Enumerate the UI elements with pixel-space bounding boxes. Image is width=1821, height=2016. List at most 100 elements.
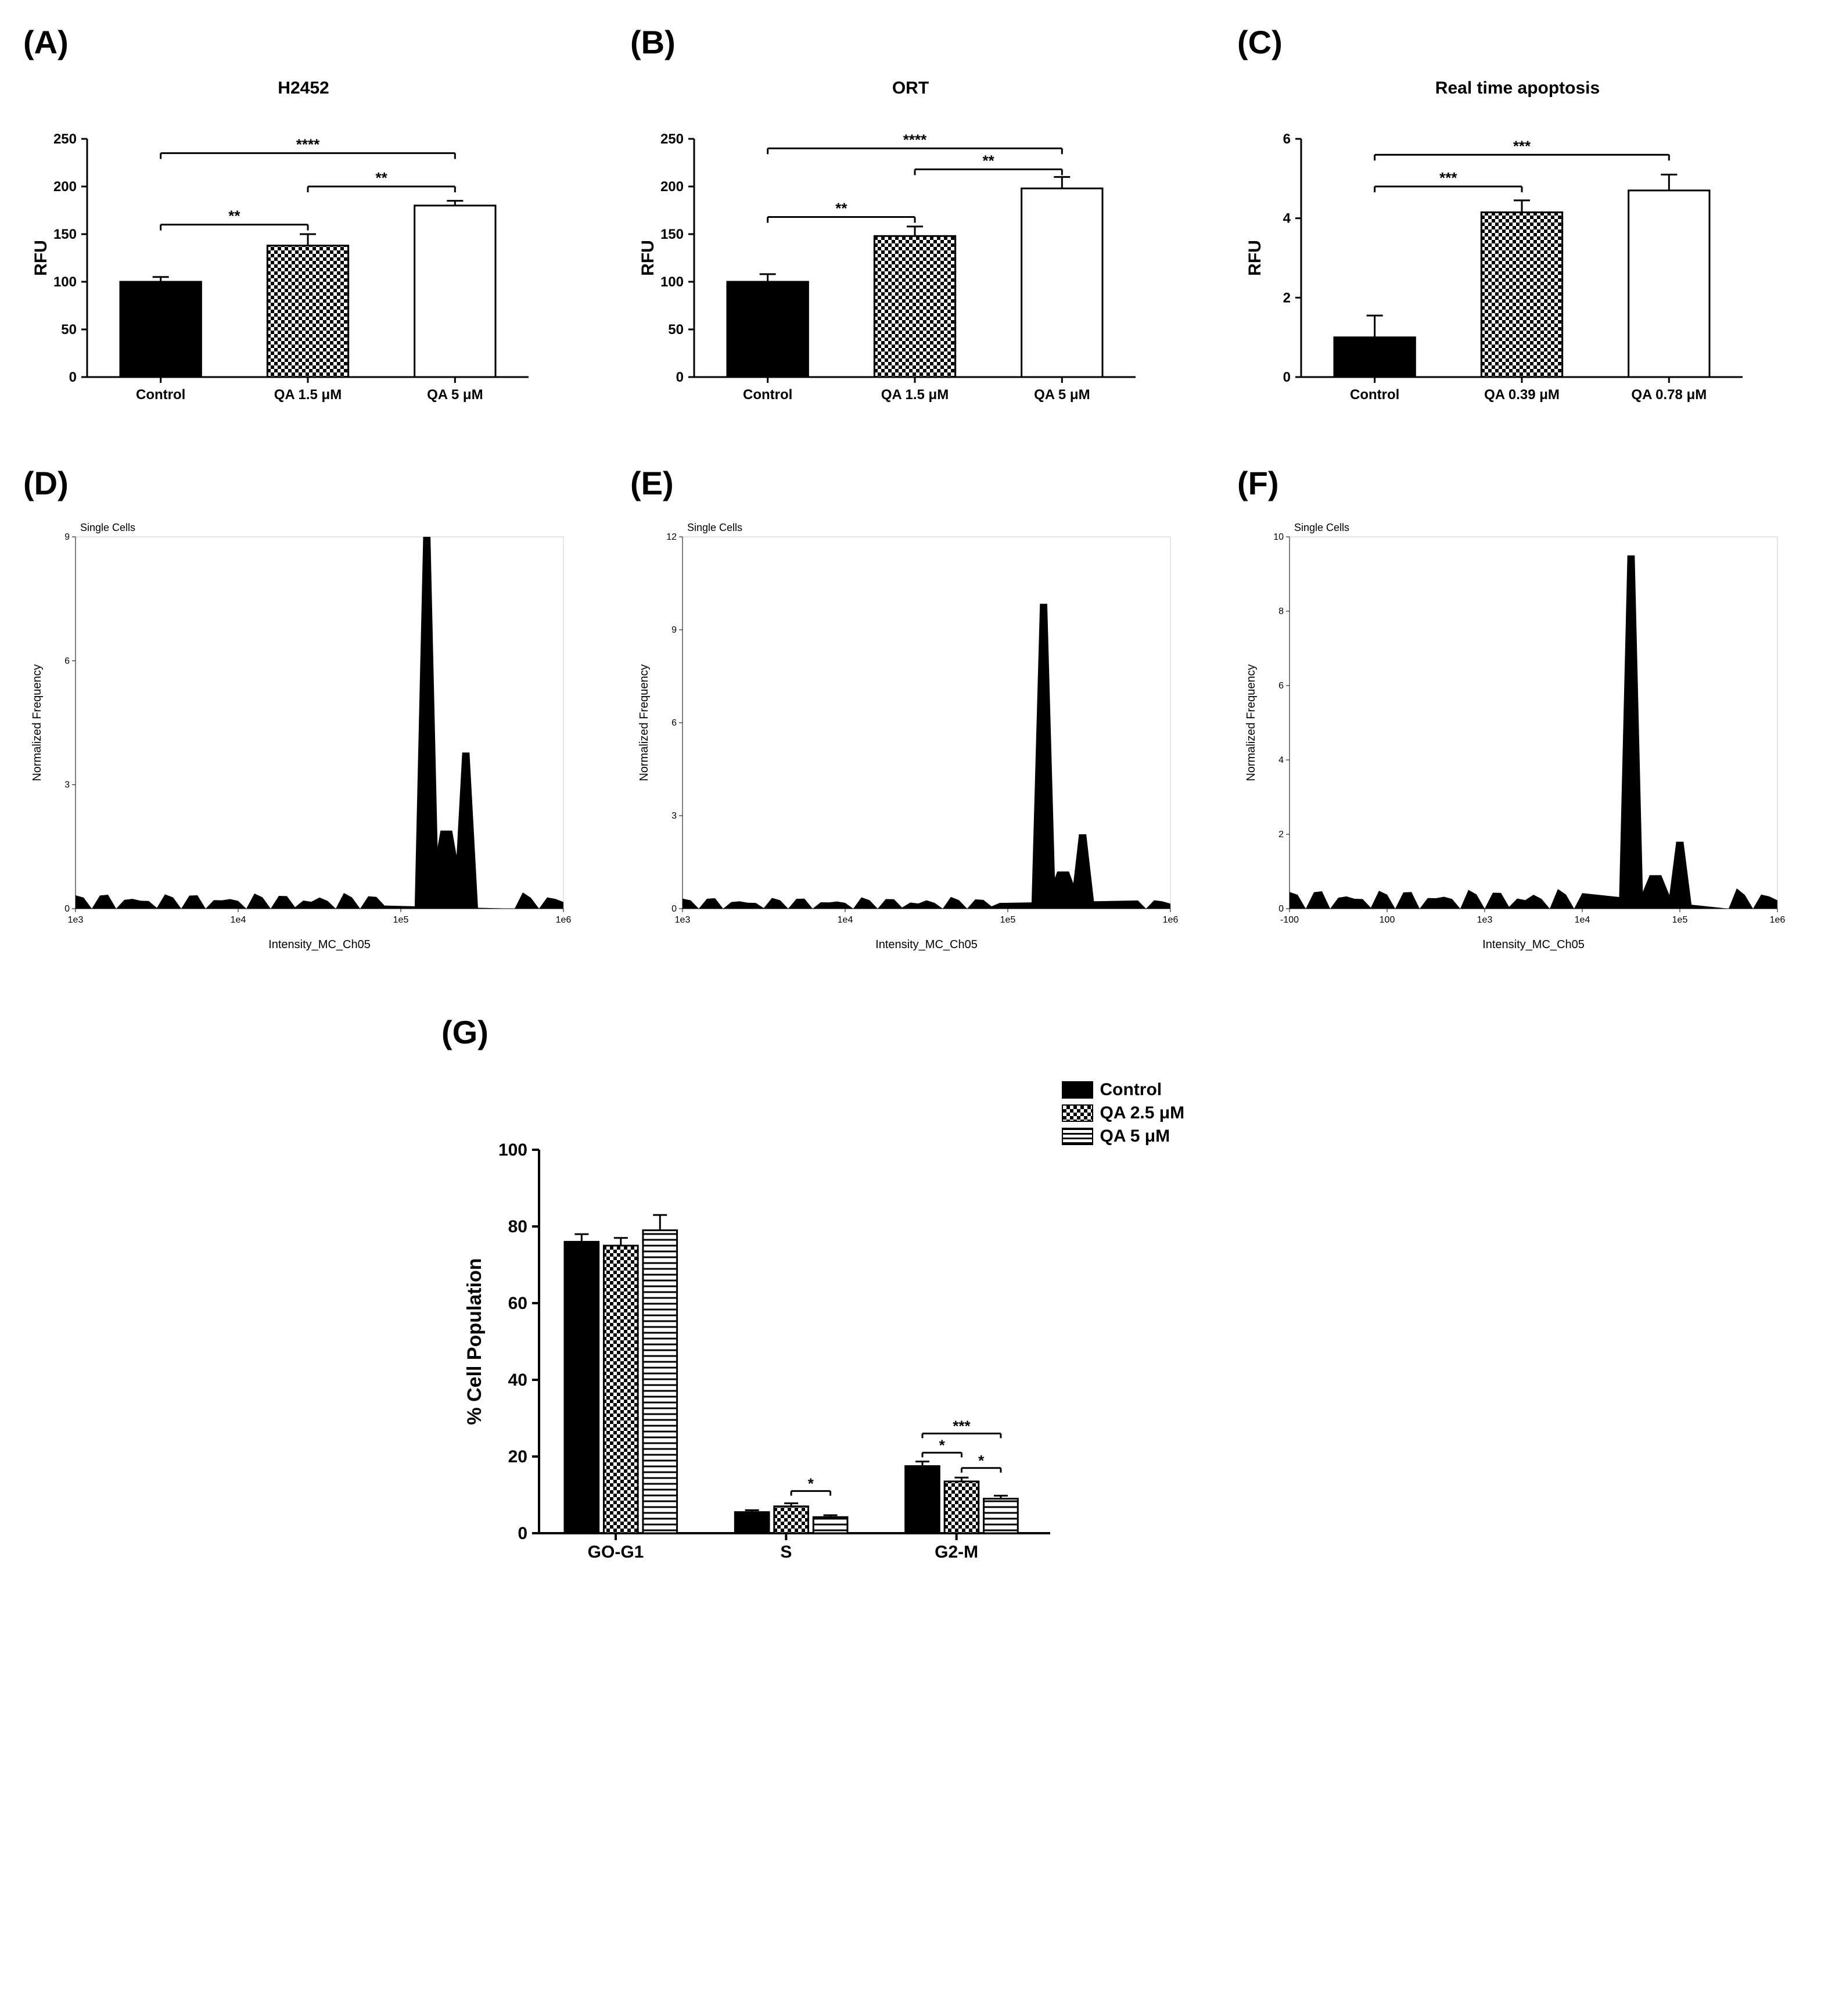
legend-qa5: QA 5 μM [1062, 1127, 1185, 1146]
panel-b-title: ORT [630, 78, 1191, 98]
svg-text:***: *** [1439, 169, 1457, 186]
legend-label-qa5: QA 5 μM [1100, 1127, 1170, 1146]
svg-text:0: 0 [1283, 370, 1291, 385]
svg-text:RFU: RFU [31, 240, 51, 276]
svg-text:*: * [807, 1475, 814, 1492]
panel-b-chart: 050100150200250RFUControlQA 1.5 μMQA 5 μ… [630, 104, 1153, 429]
svg-text:-100: -100 [1280, 915, 1299, 925]
svg-text:Intensity_MC_Ch05: Intensity_MC_Ch05 [1482, 938, 1585, 951]
svg-text:2: 2 [1283, 290, 1291, 306]
svg-text:6: 6 [1283, 131, 1291, 147]
svg-text:1e6: 1e6 [1163, 915, 1179, 925]
panel-a-label: (A) [23, 23, 584, 61]
svg-text:1e3: 1e3 [675, 915, 691, 925]
svg-text:6: 6 [1278, 681, 1284, 691]
svg-text:**: ** [835, 199, 847, 217]
svg-text:80: 80 [508, 1217, 527, 1236]
svg-text:GO-G1: GO-G1 [587, 1543, 644, 1562]
svg-text:**: ** [376, 169, 388, 186]
svg-text:Control: Control [136, 387, 185, 403]
svg-text:250: 250 [660, 131, 684, 147]
legend-qa25: QA 2.5 μM [1062, 1103, 1185, 1123]
panel-c-label: (C) [1237, 23, 1798, 61]
panel-e-hist: Single Cells0369121e31e41e51e6Intensity_… [630, 514, 1188, 955]
svg-text:RFU: RFU [1245, 240, 1265, 276]
svg-text:1e6: 1e6 [1770, 915, 1786, 925]
svg-text:60: 60 [508, 1294, 527, 1313]
svg-text:0: 0 [518, 1524, 527, 1543]
svg-text:2: 2 [1278, 830, 1284, 840]
svg-text:4: 4 [1278, 755, 1284, 765]
panel-f-hist: Single Cells0246810-1001001e31e41e51e6In… [1237, 514, 1795, 955]
svg-text:8: 8 [1278, 607, 1284, 616]
svg-text:10: 10 [1273, 532, 1284, 542]
panel-g-legend: Control QA 2.5 μM QA 5 μM [1062, 1080, 1185, 1150]
svg-text:Intensity_MC_Ch05: Intensity_MC_Ch05 [268, 938, 371, 951]
svg-text:0: 0 [69, 370, 77, 385]
svg-text:12: 12 [666, 532, 677, 542]
svg-text:Intensity_MC_Ch05: Intensity_MC_Ch05 [875, 938, 978, 951]
svg-text:20: 20 [508, 1447, 527, 1466]
legend-swatch-qa25 [1062, 1104, 1093, 1122]
svg-text:Single Cells: Single Cells [80, 522, 135, 533]
svg-text:50: 50 [61, 322, 77, 338]
svg-text:G2-M: G2-M [935, 1543, 978, 1562]
svg-text:150: 150 [660, 227, 684, 242]
panel-d-hist: Single Cells03691e31e41e51e6Intensity_MC… [23, 514, 581, 955]
svg-text:*: * [978, 1452, 985, 1469]
svg-text:1e5: 1e5 [1000, 915, 1016, 925]
panel-c: (C) Real time apoptosis 0246RFUControlQA… [1237, 23, 1798, 429]
panel-d-label: (D) [23, 464, 584, 502]
svg-text:% Cell Population: % Cell Population [464, 1258, 486, 1425]
svg-text:6: 6 [671, 718, 677, 728]
svg-text:QA 0.39 μM: QA 0.39 μM [1484, 387, 1560, 403]
svg-text:100: 100 [1380, 915, 1395, 925]
svg-text:Normalized Frequency: Normalized Frequency [638, 664, 651, 781]
svg-text:****: **** [903, 131, 927, 148]
legend-label-qa25: QA 2.5 μM [1100, 1103, 1185, 1123]
legend-swatch-control [1062, 1081, 1093, 1099]
svg-text:Single Cells: Single Cells [1294, 522, 1349, 533]
svg-text:1e4: 1e4 [838, 915, 853, 925]
panel-f: (F) Single Cells0246810-1001001e31e41e51… [1237, 464, 1798, 955]
svg-text:***: *** [1513, 137, 1531, 155]
legend-control: Control [1062, 1080, 1185, 1100]
svg-text:QA 5 μM: QA 5 μM [1034, 387, 1090, 403]
panel-g: (G) 020406080100% Cell PopulationGO-G1SG… [23, 1013, 1798, 1591]
panel-e: (E) Single Cells0369121e31e41e51e6Intens… [630, 464, 1191, 955]
svg-text:S: S [780, 1543, 792, 1562]
svg-text:*: * [939, 1436, 945, 1454]
svg-text:0: 0 [64, 904, 70, 914]
svg-text:Normalized Frequency: Normalized Frequency [1245, 664, 1258, 781]
panel-e-label: (E) [630, 464, 1191, 502]
svg-text:RFU: RFU [638, 240, 658, 276]
panel-a-title: H2452 [23, 78, 584, 98]
svg-text:100: 100 [498, 1140, 527, 1160]
svg-text:1e3: 1e3 [1477, 915, 1493, 925]
svg-text:3: 3 [64, 780, 70, 790]
panel-a-chart: 050100150200250RFUControlQA 1.5 μMQA 5 μ… [23, 104, 546, 429]
svg-text:1e5: 1e5 [393, 915, 409, 925]
svg-text:QA 1.5 μM: QA 1.5 μM [274, 387, 342, 403]
svg-text:3: 3 [671, 811, 677, 821]
svg-text:100: 100 [660, 274, 684, 290]
svg-text:50: 50 [668, 322, 684, 338]
svg-text:1e5: 1e5 [1672, 915, 1688, 925]
panel-g-chart: 020406080100% Cell PopulationGO-G1SG2-M*… [446, 1068, 1375, 1591]
svg-text:1e3: 1e3 [68, 915, 84, 925]
svg-text:200: 200 [53, 179, 77, 195]
svg-text:QA 5 μM: QA 5 μM [427, 387, 483, 403]
legend-label-control: Control [1100, 1080, 1162, 1100]
figure-grid: (A) H2452 050100150200250RFUControlQA 1.… [23, 23, 1798, 1591]
svg-text:1e6: 1e6 [556, 915, 572, 925]
svg-text:Control: Control [1350, 387, 1399, 403]
svg-text:Control: Control [743, 387, 792, 403]
panel-c-chart: 0246RFUControlQA 0.39 μMQA 0.78 μM****** [1237, 104, 1760, 429]
svg-text:150: 150 [53, 227, 77, 242]
svg-text:Normalized Frequency: Normalized Frequency [31, 664, 44, 781]
svg-text:6: 6 [64, 656, 70, 666]
svg-text:Single Cells: Single Cells [687, 522, 742, 533]
svg-text:1e4: 1e4 [1575, 915, 1590, 925]
panel-c-title: Real time apoptosis [1237, 78, 1798, 98]
svg-text:9: 9 [671, 625, 677, 635]
